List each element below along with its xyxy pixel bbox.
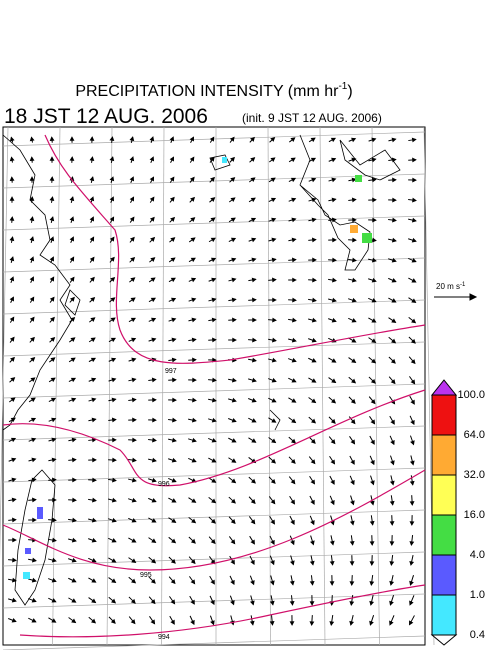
colorbar: 0.4 1.0 4.0 16.0 32.0 64.0 100.0 xyxy=(432,380,485,645)
precip-cell xyxy=(25,548,31,554)
colorbar-label: 100.0 xyxy=(457,389,485,401)
colorbar-bottom xyxy=(432,635,456,645)
init-time: (init. 9 JST 12 AUG. 2006) xyxy=(242,111,382,125)
map-area: 997 996 995 994 xyxy=(0,127,434,650)
colorbar-label: 4.0 xyxy=(470,549,485,561)
reference-vector xyxy=(434,294,476,300)
precip-cell xyxy=(355,175,362,182)
isobar-label: 995 xyxy=(140,572,152,579)
colorbar-segment xyxy=(432,555,456,595)
colorbar-label: 64.0 xyxy=(464,429,485,441)
precip-cell xyxy=(23,572,30,579)
isobar-label: 997 xyxy=(165,368,177,375)
colorbar-top xyxy=(432,380,456,395)
colorbar-label: 1.0 xyxy=(470,589,485,601)
precip-cell xyxy=(350,225,358,233)
colorbar-segment xyxy=(432,395,456,435)
precip-cell xyxy=(222,157,227,163)
colorbar-segment xyxy=(432,515,456,555)
precip-cell xyxy=(362,233,372,243)
colorbar-label: 16.0 xyxy=(464,509,485,521)
colorbar-label: 0.4 xyxy=(470,629,485,641)
colorbar-label: 32.0 xyxy=(464,469,485,481)
colorbar-segment xyxy=(432,595,456,635)
reference-vector-label: 20 m s-1 xyxy=(436,282,466,291)
precip-cell xyxy=(37,507,43,519)
title: PRECIPITATION INTENSITY (mm hr-1) xyxy=(75,81,352,100)
isobar-label: 994 xyxy=(158,634,170,641)
valid-time: 18 JST 12 AUG. 2006 xyxy=(4,105,208,128)
colorbar-segment xyxy=(432,475,456,515)
isobar-label: 996 xyxy=(158,481,170,488)
colorbar-segment xyxy=(432,435,456,475)
